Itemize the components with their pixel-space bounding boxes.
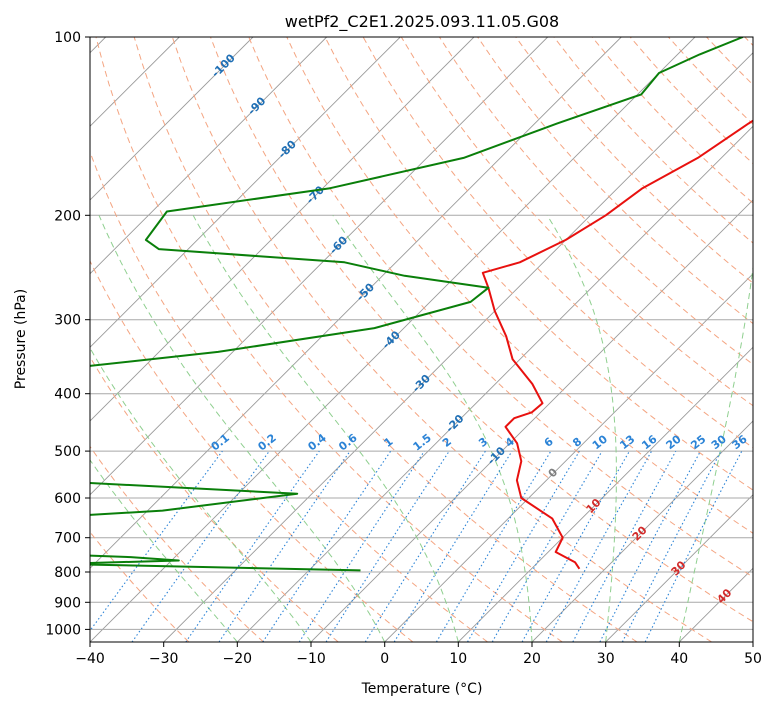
- x-tick-label: −20: [223, 651, 253, 667]
- x-tick-label: −10: [296, 651, 326, 667]
- y-tick-label: 500: [54, 444, 81, 460]
- chart-title: wetPf2_C2E1.2025.093.11.05.G08: [285, 12, 559, 32]
- y-tick-label: 1000: [45, 622, 81, 638]
- x-tick-label: 20: [523, 651, 541, 667]
- y-tick-label: 400: [54, 387, 81, 403]
- y-tick-label: 100: [54, 30, 81, 46]
- x-tick-label: 0: [380, 651, 389, 667]
- x-tick-label: −30: [149, 651, 179, 667]
- x-tick-label: −40: [75, 651, 105, 667]
- y-tick-label: 600: [54, 491, 81, 507]
- x-tick-label: 30: [597, 651, 615, 667]
- y-tick-label: 700: [54, 531, 81, 547]
- y-tick-label: 800: [54, 565, 81, 581]
- y-tick-label: 200: [54, 208, 81, 224]
- y-axis-label: Pressure (hPa): [13, 289, 29, 389]
- x-tick-label: 10: [449, 651, 467, 667]
- x-axis-label: Temperature (°C): [361, 681, 483, 697]
- y-tick-label: 900: [54, 595, 81, 611]
- x-tick-label: 40: [670, 651, 688, 667]
- y-tick-label: 300: [54, 313, 81, 329]
- x-tick-label: 50: [744, 651, 762, 667]
